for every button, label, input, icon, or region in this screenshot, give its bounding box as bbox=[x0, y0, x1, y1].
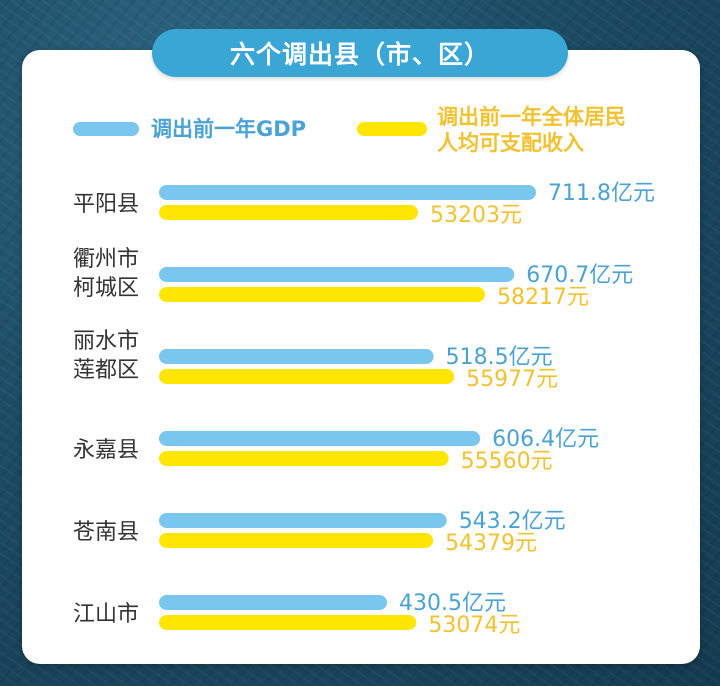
category-label-2-line-1: 丽水市 bbox=[73, 329, 139, 354]
income-value-label-3: 55560元 bbox=[461, 449, 553, 474]
income-value-label-5: 53074元 bbox=[428, 613, 520, 638]
gdp-value-label-1: 670.7亿元 bbox=[526, 263, 633, 288]
gdp-value-label-4: 543.2亿元 bbox=[459, 509, 566, 534]
bar-gdp-1 bbox=[159, 267, 515, 282]
legend-label-income: 调出前一年全体居民 人均可支配收入 bbox=[437, 104, 626, 156]
bar-gdp-4 bbox=[159, 513, 447, 528]
income-value-label-1: 58217元 bbox=[497, 285, 589, 310]
legend-label-gdp-line: 调出前一年GDP bbox=[151, 117, 307, 141]
gdp-value-label-3: 606.4亿元 bbox=[492, 427, 599, 452]
bar-income-5 bbox=[159, 615, 417, 630]
category-label-3: 永嘉县 bbox=[73, 438, 139, 463]
bar-income-2 bbox=[159, 369, 455, 384]
bar-gdp-5 bbox=[159, 595, 388, 610]
gdp-value-label-5: 430.5亿元 bbox=[399, 591, 506, 616]
income-value-label-4: 54379元 bbox=[445, 531, 537, 556]
category-label-1-line-1: 衢州市 bbox=[73, 247, 139, 272]
legend-swatch-gdp bbox=[73, 122, 139, 136]
legend-label-income-line-2: 人均可支配收入 bbox=[437, 131, 584, 155]
category-label-2-line-2: 莲都区 bbox=[73, 358, 139, 383]
legend-swatch-income bbox=[357, 122, 427, 136]
category-label-0: 平阳县 bbox=[73, 192, 139, 217]
bar-income-1 bbox=[159, 287, 486, 302]
category-label-4: 苍南县 bbox=[73, 520, 139, 545]
bar-income-0 bbox=[159, 205, 418, 220]
bar-gdp-0 bbox=[159, 185, 536, 200]
category-label-1-line-2: 柯城区 bbox=[73, 276, 139, 301]
gdp-value-label-0: 711.8亿元 bbox=[548, 181, 655, 206]
income-value-label-0: 53203元 bbox=[430, 203, 522, 228]
legend-label-income-line-1: 调出前一年全体居民 bbox=[437, 105, 626, 129]
bar-income-3 bbox=[159, 451, 449, 466]
chart-title: 六个调出县（市、区） bbox=[152, 29, 568, 77]
bar-gdp-3 bbox=[159, 431, 481, 446]
bar-income-4 bbox=[159, 533, 434, 548]
gdp-value-label-2: 518.5亿元 bbox=[446, 345, 553, 370]
legend-label-gdp: 调出前一年GDP bbox=[151, 116, 306, 142]
bar-gdp-2 bbox=[159, 349, 434, 364]
category-label-5: 江山市 bbox=[73, 602, 139, 627]
income-value-label-2: 55977元 bbox=[466, 367, 558, 392]
